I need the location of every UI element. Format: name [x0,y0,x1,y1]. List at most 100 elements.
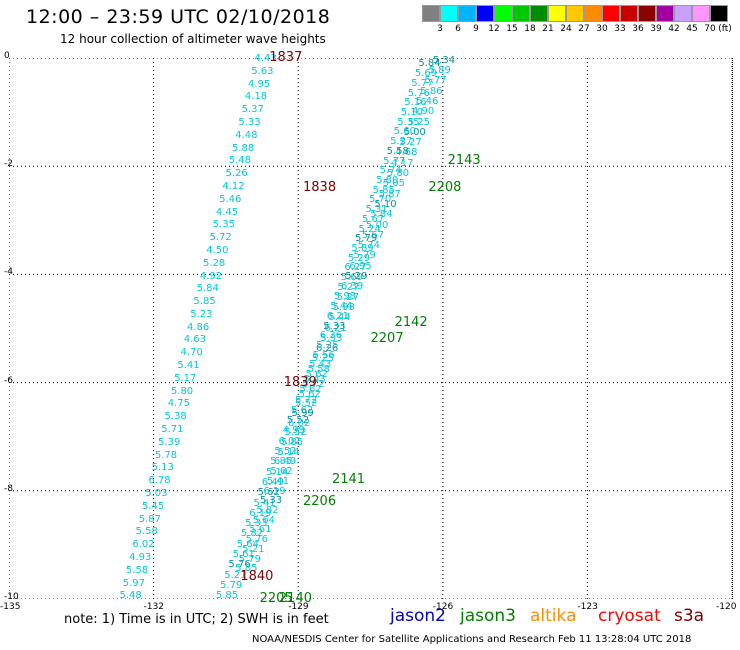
wave-height-value: 5.03 [145,487,168,499]
wave-height-value: 5.33 [245,518,268,530]
color-swatch [584,5,602,22]
wave-height-value: 5.62 [257,487,280,499]
color-swatch [620,5,638,22]
wave-height-value: 6.02 [278,435,301,447]
wave-height-value: 5.80 [376,174,399,186]
latitude-tick-label: -2 [4,159,13,170]
wave-height-value: 5.27 [337,281,360,293]
wave-height-value: 5.52 [286,415,310,427]
wave-height-value: 4.86 [186,321,210,333]
wave-height-value: 5.76 [407,87,431,99]
longitude-tick-label: -126 [432,602,454,612]
color-swatch [638,5,656,22]
color-swatch [656,5,674,22]
wave-height-value: 4.92 [199,270,223,282]
wave-height-value: 4.93 [129,551,152,563]
pass-time-label: 2141 [331,471,366,487]
wave-height-value: 5.71 [161,424,184,435]
wave-height-value: 5.80 [386,168,410,179]
wave-height-value: 4.90 [411,106,435,118]
wave-height-value: 5.79 [353,250,376,262]
wave-height-value: 4.18 [244,91,268,103]
wave-height-value: 5.61 [232,549,255,561]
wave-height-value: 5.14 [277,446,300,458]
wave-height-value: 5.27 [399,137,422,149]
wave-height-value: 5.44 [328,312,351,324]
legend-s3a: s3a [674,606,705,626]
wave-height-value: 5.79 [220,579,243,591]
wave-height-value: 6.95 [349,260,372,272]
wave-height-value: 5.78 [154,449,178,461]
wave-height-value: 5.14 [265,466,289,478]
wave-height-value: 5.52 [274,446,297,458]
wave-height-value: 5.93 [332,301,355,313]
wave-height-value: 5.16 [404,97,427,109]
wave-height-value: 5.00 [366,219,389,231]
wave-height-value: 5.89 [351,242,374,254]
latitude-tick-label: -10 [4,592,19,602]
footnote: note: 1) Time is in UTC; 2) SWH is in fe… [64,612,329,627]
wave-height-value: 5.41 [253,497,276,509]
wave-height-value: 5.89 [428,65,451,76]
color-swatch [548,5,566,22]
wave-height-value: 5.56 [312,349,335,361]
wave-height-value: 5.61 [249,524,272,536]
wave-height-value: 5.62 [299,384,322,396]
wave-height-value: 5.67 [361,213,385,225]
color-scale-label: 42 [668,24,680,34]
color-swatch [440,5,458,22]
pass-time-label: 2143 [447,152,481,168]
wave-height-value: 5.64 [236,538,260,550]
longitude-tick-label: -123 [577,602,598,612]
pass-time-label: 2205 [259,591,293,606]
legend-altika: altika [530,606,577,626]
legend-cryosat: cryosat [598,606,661,626]
wave-height-value: 4.45 [215,206,239,218]
wave-height-value: 5.23 [190,308,213,320]
color-swatch [602,5,620,22]
wave-height-value: 5.28 [203,257,226,269]
color-swatch [476,5,494,22]
color-scale-label: 6 [455,24,461,34]
wave-height-value: 6.02 [288,417,311,429]
color-scale-label: 12 [488,24,500,34]
wave-height-value: 5.25 [316,339,339,351]
wave-height-value: 5.58 [135,526,158,538]
wave-height-value: 5.85 [372,184,395,196]
wave-height-value: 5.67 [361,229,385,241]
wave-height-value: 5.62 [305,369,328,381]
wave-height-value: 6.21 [324,322,347,334]
wave-height-value: 6.26 [319,330,342,342]
wave-height-value: 5.43 [303,373,326,385]
wave-height-value: 5.77 [383,155,406,167]
wave-height-value: 4.63 [183,334,207,346]
wave-height-value: 5.82 [256,505,279,516]
wave-height-value: 5.33 [238,117,261,129]
wave-height-value: 5.25 [407,116,431,128]
color-swatch [530,5,548,22]
wave-height-value: 6.49 [273,456,297,468]
wave-height-value: 5.77 [424,75,447,87]
wave-height-value: 4.75 [167,398,190,410]
map-title: 12:00 – 23:59 UTC 02/10/2018 [26,6,331,28]
color-scale-label: 39 [650,24,662,34]
color-scale-label: 45 [686,24,698,34]
wave-height-value: 4.68 [395,147,418,159]
color-swatch [710,5,728,22]
color-swatch [674,5,692,22]
wave-height-value: 5.84 [370,209,393,221]
wave-height-value: 5.48 [228,155,252,167]
color-scale-label: 24 [560,24,572,34]
wave-height-value: 6.49 [261,476,285,488]
wave-height-value: 5.33 [320,332,343,344]
grid-lines [9,58,732,599]
wave-height-value: 5.29 [347,252,371,264]
wave-height-value: 5.62 [290,404,314,416]
color-scale-label: 3 [437,24,443,34]
color-swatch [458,5,476,22]
wave-height-value: 4.48 [235,129,258,141]
pass-time-label: 1838 [303,179,337,195]
wave-height-value: 5.82 [240,528,264,540]
wave-height-value: 4.50 [206,244,229,256]
legend-jason3: jason3 [460,606,516,626]
